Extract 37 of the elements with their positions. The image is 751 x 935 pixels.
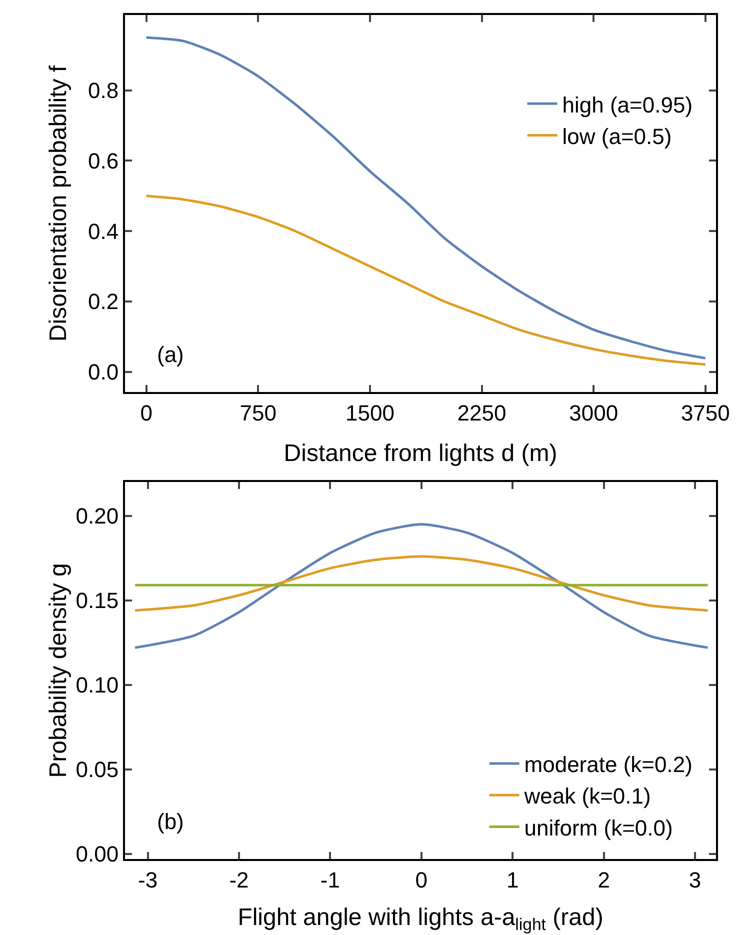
legend-label: weak (k=0.1) <box>523 784 651 809</box>
y-tick-label: 0.15 <box>76 588 119 614</box>
y-tick-label: 0.0 <box>88 360 119 385</box>
x-tick-label: 3750 <box>680 400 730 426</box>
y-tick-label: 0.6 <box>88 148 119 174</box>
x-tick-label: 2 <box>598 867 610 892</box>
y-tick-label: 0.05 <box>76 757 119 782</box>
legend-label: moderate (k=0.2) <box>524 752 692 778</box>
annotation: (b) <box>157 809 184 834</box>
x-tick-label: 3 <box>688 867 702 892</box>
x-axis-title: Distance from lights d (m) <box>284 440 558 467</box>
y-tick-label: 0.20 <box>76 504 119 529</box>
x-tick-label: 0 <box>140 400 152 426</box>
y-tick-label: 0.00 <box>76 842 119 867</box>
x-tick-label: -3 <box>138 867 158 892</box>
x-tick-label: 1500 <box>345 400 394 426</box>
x-axis-title: Flight angle with lights a-a$_{light}$ (rad) <box>238 904 604 934</box>
legend-label: high (a=0.95) <box>562 92 693 118</box>
x-tick-label: 750 <box>240 400 276 426</box>
x-tick-label: 2250 <box>457 400 506 426</box>
line-series <box>134 555 710 612</box>
annotation: (a) <box>157 342 184 367</box>
y-tick-label: 0.2 <box>88 289 119 314</box>
y-tick-label: 0.10 <box>76 672 119 698</box>
line-series <box>145 194 707 366</box>
y-tick-label: 0.4 <box>88 218 119 244</box>
legend-label: uniform (k=0.0) <box>524 815 673 840</box>
x-tick-label: -1 <box>320 867 340 892</box>
x-tick-label: 1 <box>506 867 519 892</box>
legend-label: low (a=0.5) <box>562 124 672 149</box>
x-tick-label: -2 <box>229 867 249 892</box>
y-axis-title: Disorientation probability f <box>45 65 72 342</box>
y-axis-title: Probability density g <box>45 563 72 778</box>
y-tick-label: 0.8 <box>88 78 119 104</box>
line-series <box>134 523 710 649</box>
x-tick-label: 0 <box>415 867 428 892</box>
x-tick-label: 3000 <box>569 400 618 426</box>
